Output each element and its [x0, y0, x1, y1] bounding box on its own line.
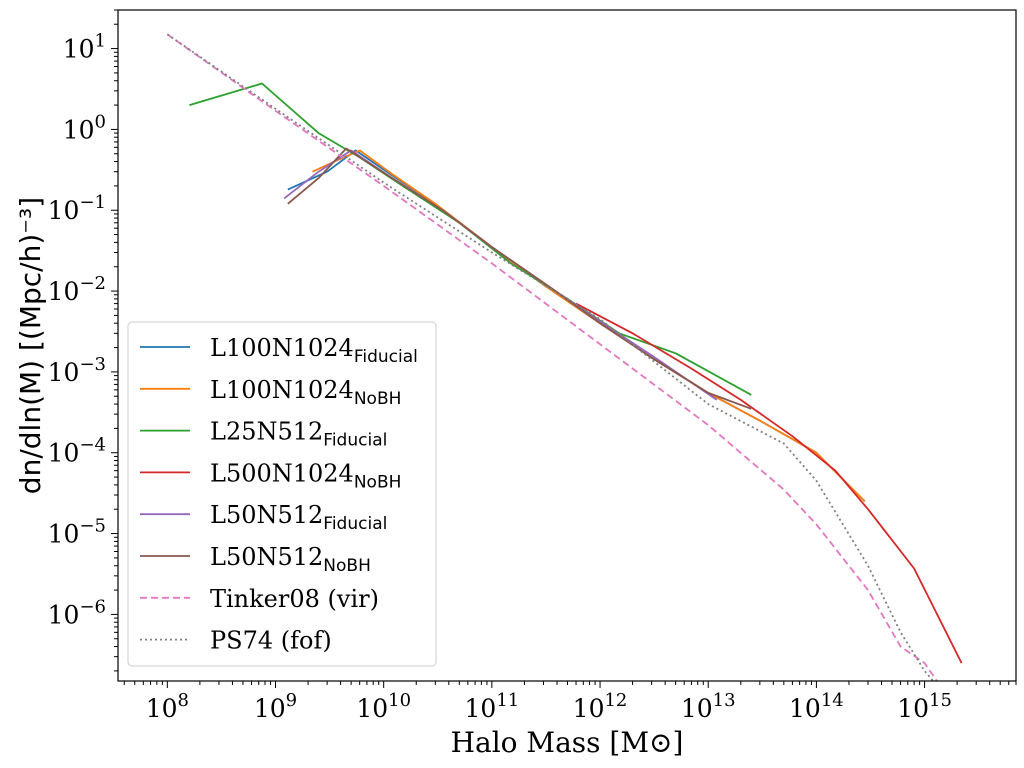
y-tick-label: 100: [63, 111, 106, 144]
legend-entry-label: L100N1024Fiducial: [210, 334, 418, 367]
series-line-6: [166, 33, 938, 681]
legend-entry-label: L50N512Fiducial: [210, 501, 387, 534]
legend-entry-label: L50N512NoBH: [210, 543, 371, 576]
series-lines: [166, 33, 963, 681]
legend-entry-label: L100N1024NoBH: [210, 376, 401, 409]
y-tick-label: 10−4: [48, 435, 106, 468]
legend-entry-label: L25N512Fiducial: [210, 418, 387, 451]
x-axis-label-text: Halo Mass [M⊙]: [451, 726, 684, 759]
series-line-5: [287, 147, 752, 410]
legend-entry-label: L500N1024NoBH: [210, 459, 401, 492]
x-tick-label: 109: [254, 690, 297, 723]
x-tick-label: 1012: [573, 690, 628, 723]
y-axis-label-text: dn/dln(M) [(Mpc/h)⁻³]: [14, 197, 47, 494]
y-tick-label: 10−1: [48, 192, 106, 225]
x-tick-label: 1010: [356, 690, 411, 723]
x-tick-label: 1015: [897, 690, 952, 723]
y-axis-label: dn/dln(M) [(Mpc/h)⁻³]: [14, 197, 47, 494]
legend-entry-label: PS74 (fof): [210, 627, 332, 655]
x-tick-label: 1013: [681, 690, 736, 723]
y-tick-label: 10−3: [48, 354, 106, 387]
axis-ticks: [111, 9, 1017, 688]
axis-tick-labels: 108 109 1010 1011 1012 1013 1014 1015 101 100 10−1…: [48, 31, 952, 723]
y-tick-label: 10−6: [48, 596, 106, 629]
x-tick-label: 1011: [465, 690, 520, 723]
y-tick-label: 101: [63, 31, 106, 64]
legend: L100N1024Fiducial L100N1024NoBH L25N512Fid…: [127, 321, 437, 667]
x-tick-label: 108: [146, 690, 189, 723]
legend-box: [127, 321, 437, 667]
series-line-3: [575, 302, 963, 664]
y-tick-label: 10−5: [48, 516, 106, 549]
y-tick-label: 10−2: [48, 273, 106, 306]
x-tick-label: 1014: [789, 690, 844, 723]
series-line-7: [166, 33, 934, 681]
x-axis-label: Halo Mass [M⊙]: [451, 726, 684, 759]
legend-entry-label: Tinker08 (vir): [210, 585, 379, 613]
